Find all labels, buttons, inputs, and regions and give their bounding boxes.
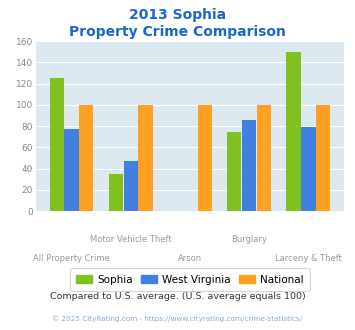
Bar	[286, 52, 301, 211]
Text: Compared to U.S. average. (U.S. average equals 100): Compared to U.S. average. (U.S. average …	[50, 292, 305, 301]
Legend: Sophia, West Virginia, National: Sophia, West Virginia, National	[70, 269, 310, 291]
Text: All Property Crime: All Property Crime	[33, 254, 110, 263]
Text: Property Crime Comparison: Property Crime Comparison	[69, 25, 286, 39]
Bar	[79, 105, 93, 211]
Text: 2013 Sophia: 2013 Sophia	[129, 8, 226, 22]
Bar	[124, 161, 138, 211]
Bar	[257, 105, 271, 211]
Text: Burglary: Burglary	[231, 235, 267, 244]
Bar	[50, 79, 64, 211]
Text: © 2025 CityRating.com - https://www.cityrating.com/crime-statistics/: © 2025 CityRating.com - https://www.city…	[53, 315, 302, 322]
Bar	[316, 105, 330, 211]
Bar	[198, 105, 212, 211]
Bar	[138, 105, 153, 211]
Bar	[301, 127, 316, 211]
Bar	[64, 129, 78, 211]
Text: Larceny & Theft: Larceny & Theft	[275, 254, 342, 263]
Bar	[227, 132, 241, 211]
Text: Motor Vehicle Theft: Motor Vehicle Theft	[90, 235, 171, 244]
Bar	[242, 120, 256, 211]
Text: Arson: Arson	[178, 254, 202, 263]
Bar	[109, 174, 123, 211]
